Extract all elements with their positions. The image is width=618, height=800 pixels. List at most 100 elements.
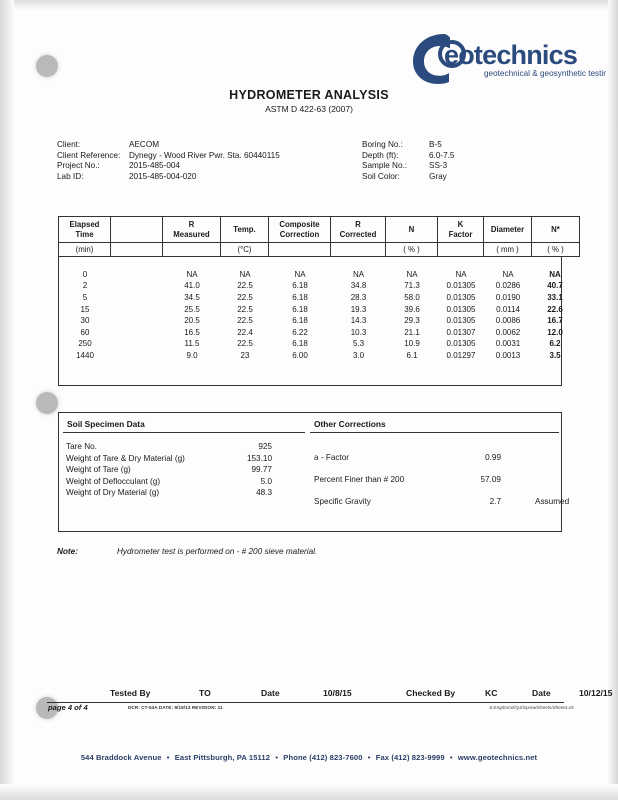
col-header-k-factor: K Factor bbox=[437, 216, 484, 243]
cell-k-factor: 0.01305 bbox=[446, 281, 476, 291]
col-unit-r-corrected bbox=[330, 242, 386, 257]
cell-diameter: 0.0114 bbox=[496, 304, 520, 314]
note-text: Hydrometer test is performed on - # 200 … bbox=[117, 547, 318, 556]
col-unit-temp: (°C) bbox=[220, 242, 269, 257]
cell-r-corrected: 3.0 bbox=[352, 351, 365, 361]
cell-elapsed-time: 15 bbox=[80, 304, 90, 314]
cell-r-corrected: 14.3 bbox=[350, 316, 367, 326]
cell-n-star: 16.7 bbox=[547, 316, 563, 326]
address-separator-icon: • bbox=[449, 753, 453, 762]
table-row: 5 34.5 22.5 6.18 28.3 58.0 0.01305 0.019… bbox=[59, 292, 578, 304]
col-header-line2: Measured bbox=[173, 229, 210, 239]
cell-n-star: 22.6 bbox=[547, 304, 563, 314]
col-unit-composite-correction bbox=[268, 242, 331, 257]
col-header-blank bbox=[110, 216, 163, 243]
correction-value: 57.09 bbox=[480, 475, 502, 484]
info-row-depth: Depth (ft): 6.0-7.5 bbox=[362, 151, 455, 162]
corrections-heading-rule bbox=[310, 432, 559, 433]
col-header-line2: Corrected bbox=[339, 229, 377, 239]
project-info-left: Client: AECOM Client Reference: Dynegy -… bbox=[57, 140, 280, 182]
cell-n: 21.1 bbox=[404, 327, 420, 337]
info-row-boring-no: Boring No.: B-5 bbox=[362, 140, 455, 151]
specimen-row-tare: Weight of Tare (g) 99.77 bbox=[66, 464, 272, 476]
cell-n: 6.1 bbox=[406, 351, 418, 361]
cell-diameter: 0.0062 bbox=[495, 327, 521, 337]
page-number: page 4 of 4 bbox=[48, 703, 88, 712]
specimen-value: 925 bbox=[258, 442, 272, 451]
cell-n: 71.3 bbox=[404, 281, 420, 291]
cell-blank bbox=[111, 338, 163, 350]
checked-by-label: Checked By bbox=[406, 688, 456, 698]
specimen-value: 99.77 bbox=[251, 465, 273, 475]
checked-by-value: KC bbox=[485, 688, 498, 698]
specimen-data-list: Tare No. 925 Weight of Tare & Dry Materi… bbox=[66, 441, 272, 499]
cell-diameter: 0.0286 bbox=[495, 281, 521, 291]
info-value: Gray bbox=[429, 171, 447, 181]
col-header-n: N bbox=[385, 216, 438, 243]
corrections-list: a - Factor 0.99 Percent Finer than # 200… bbox=[314, 453, 569, 519]
cell-elapsed-time: 5 bbox=[82, 293, 88, 303]
cell-blank bbox=[111, 303, 163, 315]
specimen-row-tare-no: Tare No. 925 bbox=[66, 441, 272, 453]
cell-blank bbox=[111, 280, 163, 292]
col-header-line1: R bbox=[355, 220, 361, 229]
specimen-corrections-box: Soil Specimen Data Other Corrections Tar… bbox=[58, 412, 569, 532]
project-info-right: Boring No.: B-5 Depth (ft): 6.0-7.5 Samp… bbox=[362, 140, 455, 182]
cell-temp: 23 bbox=[240, 351, 250, 361]
logo-tagline: geotechnical & geosynthetic testing bbox=[484, 69, 606, 78]
info-label: Depth (ft): bbox=[362, 150, 399, 160]
cell-k-factor: 0.01307 bbox=[446, 327, 476, 337]
col-header-line2: Time bbox=[75, 229, 94, 239]
cell-blank bbox=[111, 269, 163, 281]
cell-diameter: 0.0013 bbox=[495, 351, 521, 361]
col-unit-n: ( % ) bbox=[385, 242, 438, 257]
info-label: Boring No.: bbox=[362, 140, 403, 149]
data-table-body: 0 NA NA NA NA NA NA NA NA 2 41.0 bbox=[59, 257, 578, 385]
checked-date-value: 10/12/15 bbox=[579, 688, 613, 698]
cell-n-star: 3.5 bbox=[549, 351, 561, 361]
cell-diameter: NA bbox=[502, 269, 514, 279]
info-row-soil-color: Soil Color: Gray bbox=[362, 172, 455, 183]
correction-label: Specific Gravity bbox=[314, 497, 371, 506]
cell-elapsed-time: 0 bbox=[82, 269, 88, 279]
info-row-sample-no: Sample No.: SS-3 bbox=[362, 161, 455, 172]
cell-composite: 6.18 bbox=[292, 316, 308, 326]
correction-row-specific-gravity: Specific Gravity 2.7 Assumed bbox=[314, 497, 569, 506]
cell-n: 10.9 bbox=[404, 339, 420, 349]
col-header-line1: Temp. bbox=[233, 224, 256, 234]
hole-punch-icon bbox=[36, 55, 58, 77]
cell-temp: 22.5 bbox=[237, 281, 253, 291]
address-website[interactable]: www.geotechnics.net bbox=[457, 753, 538, 762]
tested-date-value: 10/8/15 bbox=[323, 688, 352, 698]
cell-composite: NA bbox=[294, 269, 306, 279]
table-row: 15 25.5 22.5 6.18 19.3 39.6 0.01305 0.01… bbox=[59, 303, 578, 315]
table-row: 2 41.0 22.5 6.18 34.8 71.3 0.01305 0.028… bbox=[59, 280, 578, 292]
col-header-line1: N* bbox=[551, 224, 560, 234]
cell-elapsed-time: 250 bbox=[78, 339, 92, 349]
cell-k-factor: 0.01305 bbox=[446, 339, 476, 349]
cell-r-corrected: 10.3 bbox=[350, 327, 367, 337]
col-unit-diameter: ( mm ) bbox=[483, 242, 532, 257]
company-logo: eotechnics geotechnical & geosynthetic t… bbox=[408, 32, 606, 90]
cell-temp: 22.4 bbox=[237, 327, 253, 337]
info-value: 2015-485-004-020 bbox=[129, 171, 197, 181]
cell-composite: 6.18 bbox=[292, 339, 308, 349]
note: Note: Hydrometer test is performed on - #… bbox=[57, 547, 317, 556]
col-header-diameter: Diameter bbox=[483, 216, 532, 243]
cell-elapsed-time: 30 bbox=[80, 316, 90, 326]
info-label: Lab ID: bbox=[57, 171, 84, 181]
specimen-row-tare-dry-material: Weight of Tare & Dry Material (g) 153.10 bbox=[66, 453, 272, 465]
specimen-label: Weight of Deflocculant (g) bbox=[66, 476, 161, 486]
file-path-text: S:Eng/Excel/Q4/Spreadsheets/Sheet4.xls bbox=[489, 705, 574, 710]
cell-k-factor: 0.01305 bbox=[446, 293, 476, 303]
cell-blank bbox=[111, 327, 163, 339]
cell-n: 29.3 bbox=[404, 316, 420, 326]
cell-n: 39.6 bbox=[404, 304, 420, 314]
col-header-line1: Elapsed bbox=[69, 220, 100, 229]
col-header-line2: Correction bbox=[279, 229, 320, 239]
cell-temp: 22.5 bbox=[237, 304, 253, 314]
address-fax: Fax (412) 823-9999 bbox=[375, 753, 445, 762]
address-separator-icon: • bbox=[166, 753, 170, 762]
col-unit-elapsed-time: (min) bbox=[58, 242, 111, 257]
col-unit-n-star: ( % ) bbox=[531, 242, 580, 257]
